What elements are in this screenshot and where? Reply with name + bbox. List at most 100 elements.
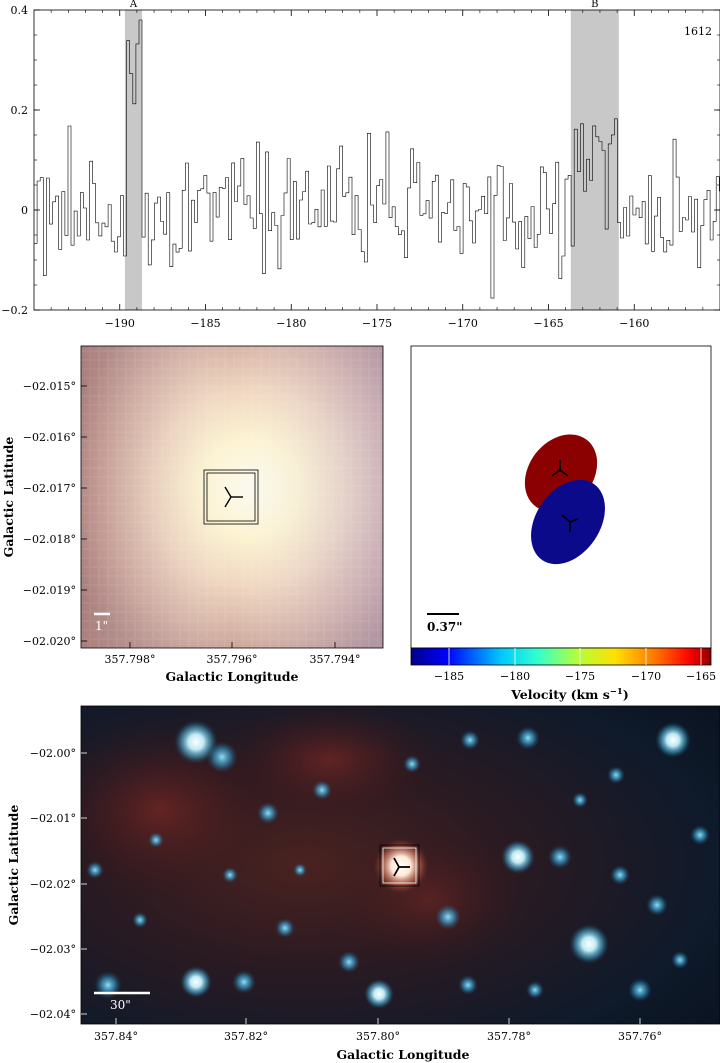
star <box>572 792 588 808</box>
y-tick-label: −02.015° <box>23 380 76 393</box>
y-tick-label: −02.016° <box>23 431 76 444</box>
colorbar-label: Velocity (km s−1) <box>510 687 629 702</box>
colorbar-tick-label: −175 <box>565 670 595 683</box>
y-tick-label: −02.02° <box>30 878 76 891</box>
highlight-band-a <box>124 10 143 310</box>
star <box>180 966 212 998</box>
maser-spots-panel: 0.37" −185 −180 −175 −170 −165 Velocity (km … <box>410 345 716 702</box>
y-tick-label: −02.01° <box>30 812 76 825</box>
star <box>275 918 295 938</box>
zoom-rgb-panel: 1" 357.798° 357.796° 357.794° −02.015°−02.… <box>1 345 384 684</box>
source-symbol-icon <box>224 486 243 508</box>
spectrum-series-line <box>34 19 720 299</box>
star <box>338 951 360 973</box>
maser-spot-blue <box>531 479 605 565</box>
source-symbol-icon <box>561 514 579 532</box>
wide-x-label: Galactic Longitude <box>337 1047 470 1062</box>
velocity-colorbar: −185 −180 −175 −170 −165 Velocity (km s−1) <box>410 647 716 702</box>
spectrum-tag: 1612 <box>684 25 712 38</box>
y-tick-label: 0.4 <box>11 4 29 17</box>
star <box>132 912 148 928</box>
star <box>690 825 710 845</box>
star <box>222 867 238 883</box>
star <box>458 975 478 995</box>
star <box>548 845 572 869</box>
star <box>671 951 689 969</box>
y-tick-label: 0 <box>21 204 28 217</box>
source-symbol-icon <box>393 857 410 877</box>
star <box>526 981 544 999</box>
x-tick-label: 357.796° <box>207 653 258 666</box>
y-tick-label: 0.2 <box>11 104 29 117</box>
star <box>516 726 540 750</box>
wide-y-axis: −02.00° −02.01° −02.02° −02.03° −02.04° <box>30 747 87 1021</box>
svg-text:0.37": 0.37" <box>427 620 462 634</box>
x-tick-label: 357.84° <box>94 1030 138 1043</box>
star <box>94 971 122 999</box>
star <box>312 780 332 800</box>
y-tick-label: −0.2 <box>1 304 28 317</box>
source-symbol-icon <box>551 460 569 477</box>
x-tick-label: −160 <box>619 317 649 330</box>
colorbar-tick-label: −185 <box>434 670 464 683</box>
star <box>257 802 279 824</box>
y-tick-label: −02.020° <box>23 635 76 648</box>
x-tick-label: 357.76° <box>618 1030 662 1043</box>
y-tick-label: −02.03° <box>30 943 76 956</box>
star <box>628 978 652 1002</box>
star <box>435 904 461 930</box>
x-tick-label: 357.794° <box>310 653 361 666</box>
colorbar-tick-label: −165 <box>686 670 716 683</box>
x-tick-label: 357.798° <box>105 653 156 666</box>
maser-scalebar: 0.37" <box>427 613 462 634</box>
target-star <box>373 838 429 894</box>
y-tick-label: −02.04° <box>30 1008 76 1021</box>
star <box>148 832 164 848</box>
x-tick-label: −165 <box>533 317 563 330</box>
highlight-band-b <box>570 10 619 310</box>
x-tick-label: −180 <box>276 317 306 330</box>
x-tick-label: −190 <box>105 317 135 330</box>
star <box>293 863 307 877</box>
x-tick-label: 357.80° <box>356 1030 400 1043</box>
wide-y-label: Galactic Latitude <box>6 805 21 926</box>
star <box>86 861 104 879</box>
band-label: A <box>129 0 138 10</box>
y-tick-label: −02.018° <box>23 533 76 546</box>
spectrum-x-axis: −190 −185 −180 −175 −170 −165 −160 <box>50 10 704 330</box>
wide-stars <box>86 720 710 1009</box>
zoom-y-axis: −02.015° −02.016° −02.017° −02.018° −02.019°… <box>23 380 87 648</box>
zoom-scalebar: 1" <box>94 612 110 633</box>
wide-field-panel: 30" 357.84° 357.82° 357.80° 357.78° 357.76° … <box>6 705 720 1062</box>
band-label: B <box>591 0 598 10</box>
y-tick-label: −02.017° <box>23 482 76 495</box>
star <box>501 840 535 874</box>
zoom-x-label: Galactic Longitude <box>166 669 299 684</box>
zoom-x-axis: 357.798° 357.796° 357.794° <box>105 642 361 666</box>
star <box>610 865 630 885</box>
zoom-y-label: Galactic Latitude <box>1 437 16 558</box>
star <box>655 722 691 758</box>
star <box>232 970 256 994</box>
spectrum-y-axis: −0.2 0 0.2 0.4 <box>1 4 720 317</box>
star <box>206 741 238 773</box>
x-tick-label: 357.82° <box>224 1030 268 1043</box>
y-tick-label: −02.019° <box>23 584 76 597</box>
svg-text:1": 1" <box>95 619 108 633</box>
x-tick-label: −185 <box>190 317 220 330</box>
star <box>569 924 609 964</box>
x-tick-label: −170 <box>448 317 478 330</box>
zoom-source-marker <box>203 469 259 525</box>
colorbar-ticks: −185 −180 −175 −170 −165 <box>434 648 716 683</box>
svg-text:30": 30" <box>110 998 131 1012</box>
x-tick-label: −175 <box>362 317 392 330</box>
star <box>646 894 668 916</box>
star <box>364 979 394 1009</box>
star <box>403 755 421 773</box>
colorbar-tick-label: −170 <box>631 670 661 683</box>
wide-frame <box>80 705 720 1025</box>
wide-scalebar: 30" <box>94 991 150 1012</box>
